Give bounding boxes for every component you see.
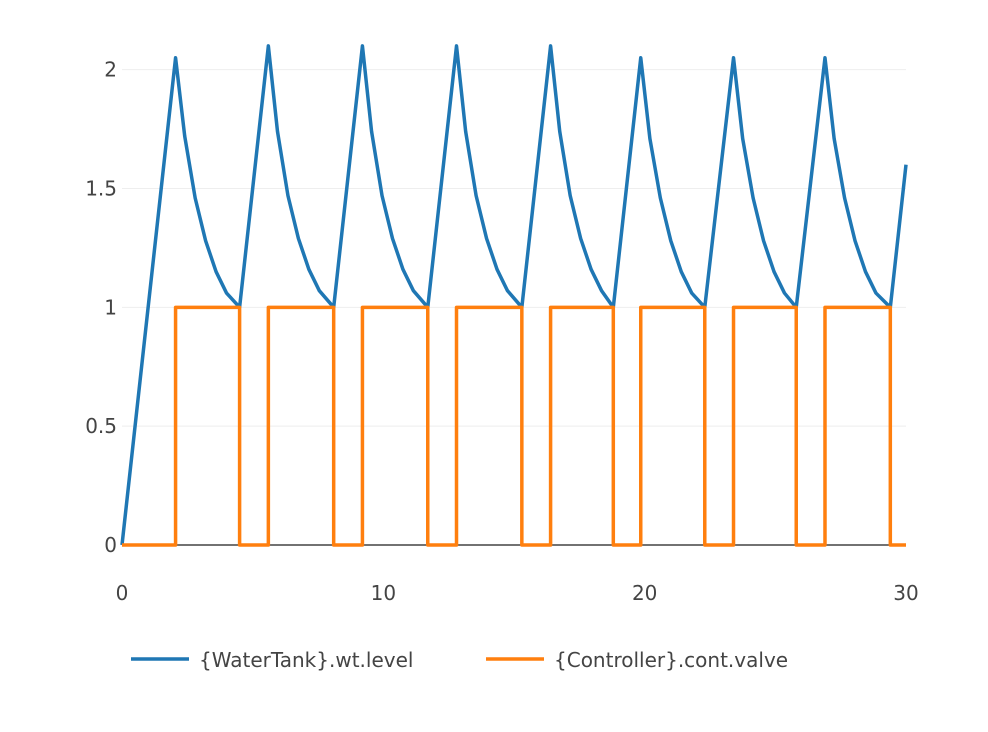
legend-label: {WaterTank}.wt.level <box>199 648 413 672</box>
legend-label: {Controller}.cont.valve <box>554 648 788 672</box>
x-axis-ticks: 0 10 20 30 <box>116 581 919 605</box>
legend[interactable]: {WaterTank}.wt.level {Controller}.cont.va… <box>131 648 788 672</box>
y-axis-ticks: 0 0.5 1 1.5 2 <box>85 58 117 557</box>
legend-item-1[interactable]: {Controller}.cont.valve <box>486 648 788 672</box>
x-tick-label: 0 <box>116 581 129 605</box>
y-tick-label: 2 <box>104 58 117 82</box>
series-line-1[interactable] <box>122 305 906 547</box>
y-tick-label: 1.5 <box>85 176 117 200</box>
x-tick-label: 20 <box>632 581 657 605</box>
plot-area <box>120 44 908 547</box>
x-tick-label: 30 <box>893 581 918 605</box>
x-tick-label: 10 <box>371 581 396 605</box>
y-tick-label: 0.5 <box>85 414 117 438</box>
y-tick-label: 1 <box>104 295 117 319</box>
legend-item-0[interactable]: {WaterTank}.wt.level <box>131 648 413 672</box>
y-tick-label: 0 <box>104 533 117 557</box>
series-line-0[interactable] <box>120 44 908 546</box>
